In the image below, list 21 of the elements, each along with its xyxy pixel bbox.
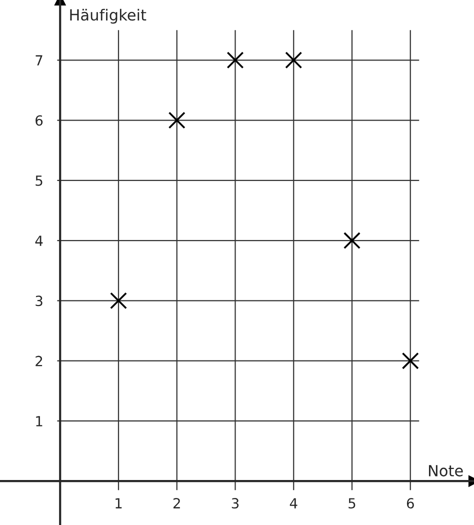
- y-tick-label: 1: [36, 416, 42, 426]
- y-tick-label: 4: [35, 236, 43, 246]
- point: [343, 232, 361, 250]
- y-tick-label: 7: [36, 55, 42, 66]
- x-axis-title: Note: [428, 465, 463, 476]
- x-tick-label: 2: [173, 498, 180, 508]
- point: [402, 352, 419, 370]
- y-tick-label: 2: [36, 356, 42, 366]
- x-tick-label: 1: [116, 498, 122, 508]
- x-tick-label: 3: [232, 498, 239, 509]
- y-axis-title: Häufigkeit: [70, 8, 146, 24]
- x-tick-label: 4: [290, 498, 298, 508]
- x-tick-label: 5: [348, 498, 356, 509]
- point: [226, 52, 244, 69]
- x-tick-label: 6: [406, 498, 414, 509]
- point: [110, 292, 128, 310]
- point: [285, 52, 302, 69]
- y-tick-label: 3: [36, 296, 42, 306]
- y-tick-label: 6: [36, 115, 43, 126]
- y-tick-label: 5: [36, 176, 42, 186]
- point: [168, 112, 186, 129]
